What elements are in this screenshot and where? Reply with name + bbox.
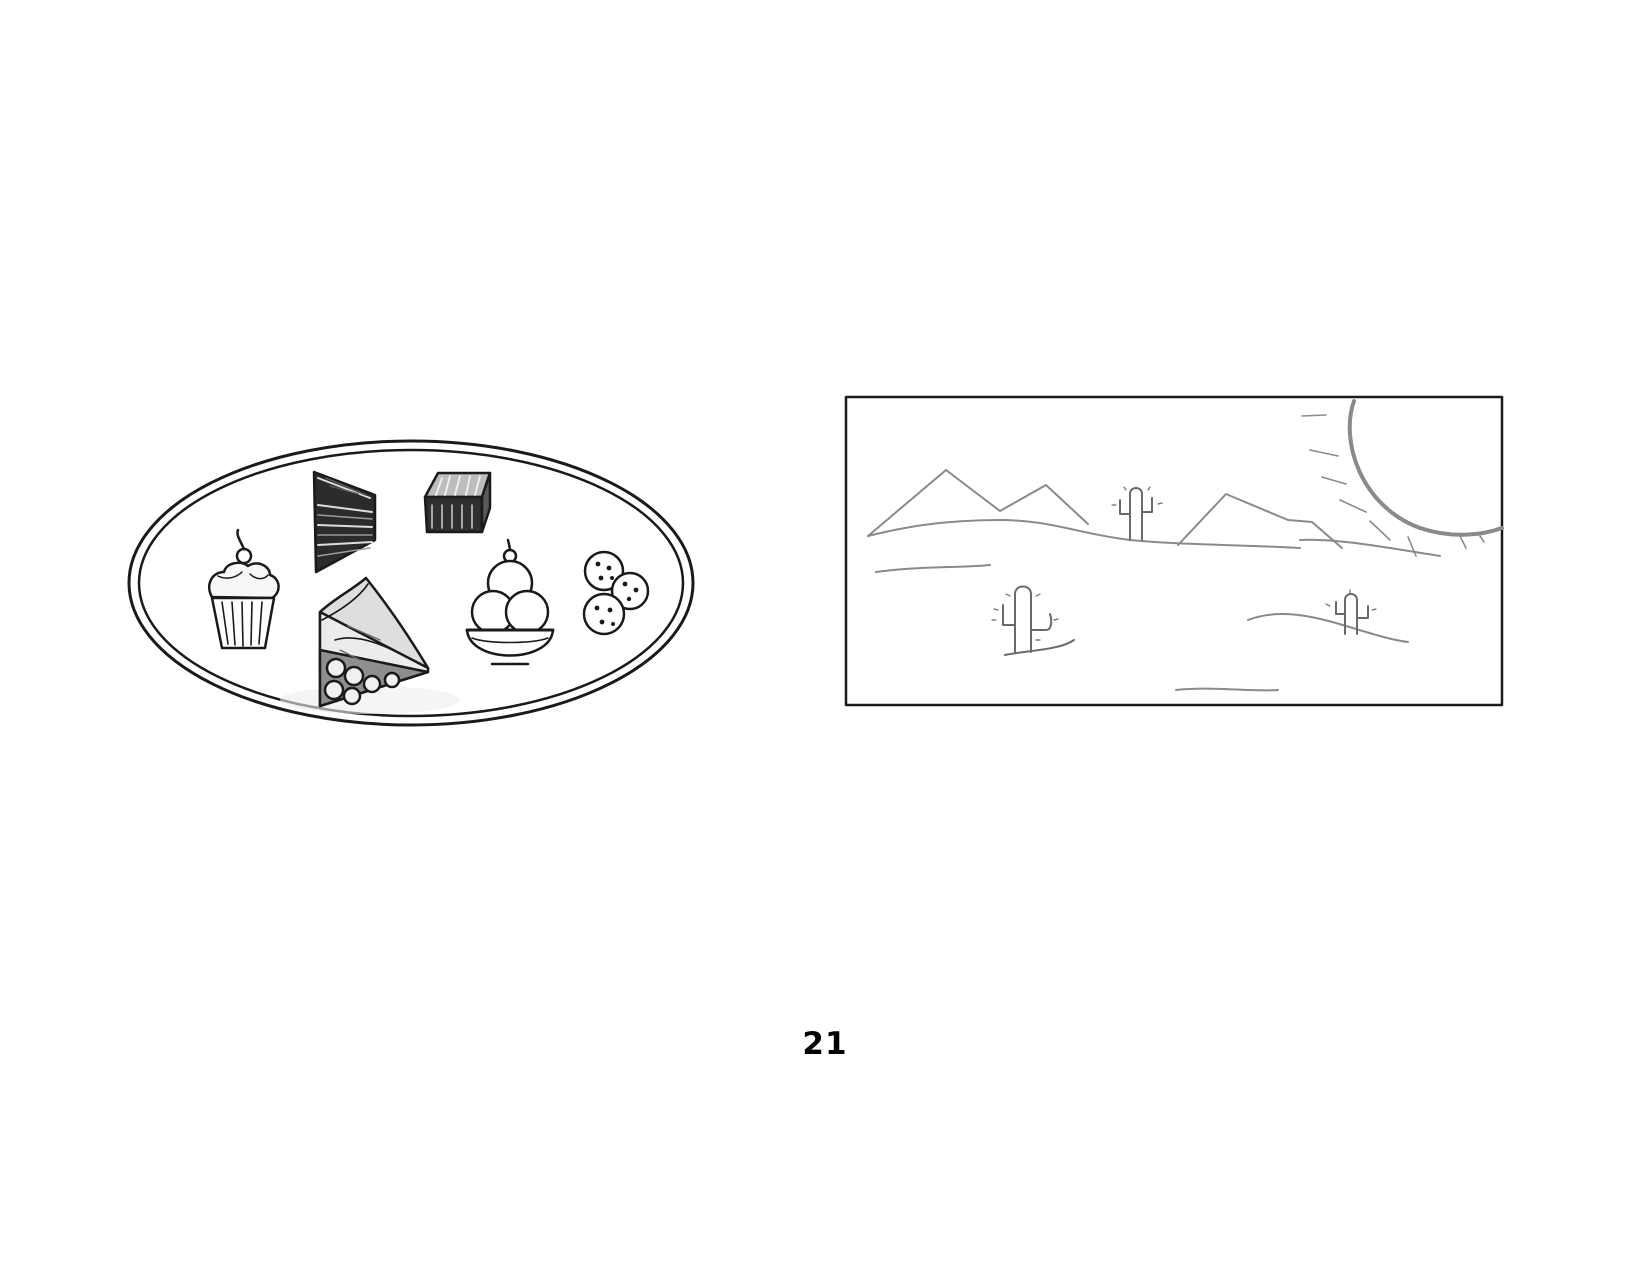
ice-cream-bowl-icon xyxy=(465,538,555,666)
layer-cake-slice-icon xyxy=(312,470,377,574)
cupcake-icon xyxy=(207,528,280,650)
sun-icon xyxy=(1301,399,1504,557)
cactus-icon xyxy=(991,486,1377,656)
mountains-icon xyxy=(867,469,1441,692)
scene-frame xyxy=(844,395,1504,707)
page-number: 21 xyxy=(802,1026,848,1062)
dessert-plate-illustration xyxy=(127,439,695,727)
desert-scene-illustration xyxy=(844,395,1504,707)
cookies-icon xyxy=(582,550,650,636)
brownie-icon xyxy=(423,471,492,534)
pie-slice-icon xyxy=(318,576,430,708)
